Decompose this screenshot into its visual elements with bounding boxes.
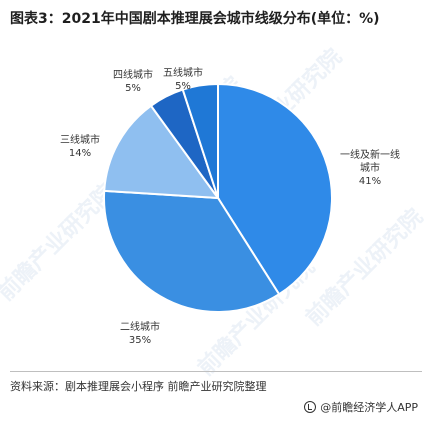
source-note: 资料来源：剧本推理展会小程序 前瞻产业研究院整理	[10, 380, 267, 393]
slice-value-label: 5%	[125, 83, 141, 94]
pie-slices	[103, 82, 333, 313]
qianzhan-logo-icon	[304, 401, 317, 413]
brand-text: @前瞻经济学人APP	[320, 401, 418, 414]
slice-label: 四线城市	[113, 68, 153, 81]
source-divider	[10, 371, 422, 372]
slice-label: 三线城市	[60, 133, 100, 146]
brand-footer: @前瞻经济学人APP	[304, 399, 418, 415]
pie-slice	[181, 82, 219, 199]
slice-value-label: 41%	[359, 176, 381, 187]
slice-label: 五线城市	[163, 66, 203, 79]
slice-value-label: 5%	[175, 81, 191, 92]
chart-title: 图表3：2021年中国剧本推理展会城市线级分布(单位：%)	[10, 11, 380, 27]
pie-slice	[103, 189, 281, 313]
slice-value-label: 14%	[69, 148, 91, 159]
pie-slice	[103, 104, 221, 200]
slice-label: 一线及新一线	[340, 148, 400, 161]
slice-label: 二线城市	[120, 320, 160, 333]
slice-value-label: 35%	[129, 335, 151, 346]
slice-label: 城市	[360, 161, 380, 174]
